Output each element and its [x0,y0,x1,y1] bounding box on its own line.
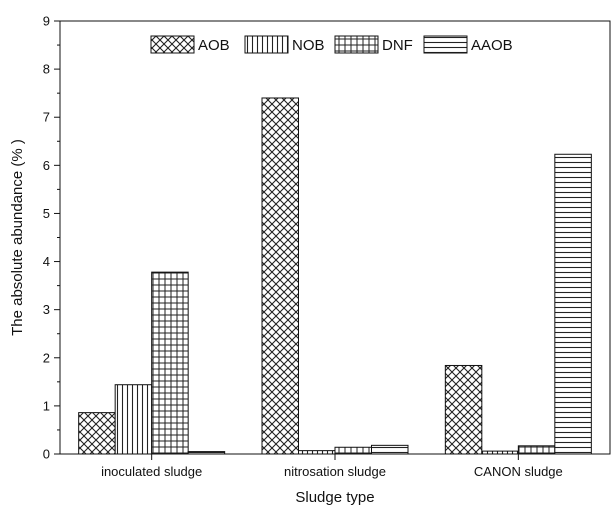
legend-swatch-nob [244,35,289,54]
y-tick-label: 4 [43,254,50,269]
legend-label-dnf: DNF [382,37,413,54]
bar-dnf-inoculated-sludge [151,271,189,455]
legend: AOB NOB DNF AAOB [150,35,513,54]
legend-label-aaob: AAOB [471,37,513,54]
y-tick-label: 5 [43,206,50,221]
y-tick-label: 0 [43,447,50,462]
bar-aaob-canon-sludge [554,153,592,455]
legend-label-aob: AOB [198,37,230,54]
x-tick-label: nitrosation sludge [284,464,386,479]
x-axis: inoculated sludge nitrosation sludge CANON… [101,454,563,479]
legend-swatch-dnf [334,35,379,54]
bar-nob-canon-sludge [481,450,519,455]
bar-aaob-nitrosation-sludge [371,444,409,455]
y-axis-title: The absolute abundance (% ) [9,139,26,336]
y-tick-label: 9 [43,14,50,29]
legend-swatch-aob [150,35,195,54]
bars [78,97,592,455]
bar-dnf-canon-sludge [517,445,556,455]
bar-dnf-nitrosation-sludge [334,446,372,455]
bar-aob-inoculated-sludge [78,412,116,455]
bar-nob-nitrosation-sludge [298,450,336,455]
y-tick-label: 3 [43,302,50,317]
y-tick-label: 2 [43,350,50,365]
y-axis: 0 1 2 3 4 5 6 7 8 9 [43,14,60,462]
bar-aob-canon-sludge [444,364,483,455]
bar-nob-inoculated-sludge [114,384,153,455]
y-tick-label: 7 [43,110,50,125]
y-tick-label: 6 [43,158,50,173]
y-tick-label: 1 [43,398,50,413]
legend-label-nob: NOB [292,37,325,54]
y-tick-label: 8 [43,62,50,77]
x-axis-title: Sludge type [295,489,374,506]
legend-swatch-aaob [423,35,468,54]
bar-aaob-inoculated-sludge [187,451,226,455]
bar-aob-nitrosation-sludge [261,97,299,455]
x-tick-label: inoculated sludge [101,464,202,479]
x-tick-label: CANON sludge [474,464,563,479]
